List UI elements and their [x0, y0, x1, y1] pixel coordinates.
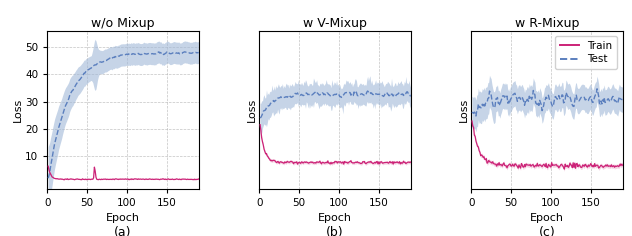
Title: w/o Mixup: w/o Mixup: [91, 17, 155, 30]
Legend: Train, Test: Train, Test: [555, 36, 617, 69]
X-axis label: Epoch: Epoch: [318, 213, 352, 223]
Text: (b): (b): [326, 226, 344, 236]
Y-axis label: Loss: Loss: [13, 98, 23, 122]
X-axis label: Epoch: Epoch: [106, 213, 140, 223]
Y-axis label: Loss: Loss: [246, 98, 257, 122]
Y-axis label: Loss: Loss: [458, 98, 468, 122]
Title: w R-Mixup: w R-Mixup: [514, 17, 579, 30]
X-axis label: Epoch: Epoch: [530, 213, 564, 223]
Text: (a): (a): [114, 226, 132, 236]
Title: w V-Mixup: w V-Mixup: [303, 17, 367, 30]
Text: (c): (c): [538, 226, 556, 236]
